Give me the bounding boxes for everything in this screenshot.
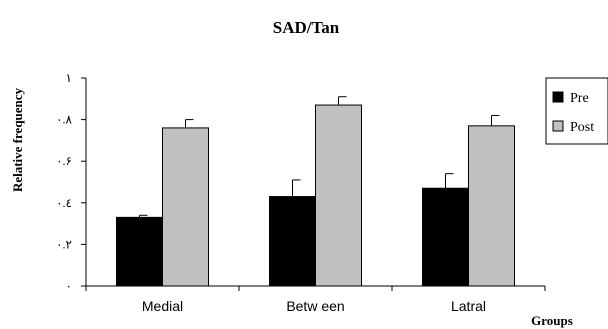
x-axis-label: Groups — [531, 313, 573, 328]
y-tick-label: ٠.٢ — [56, 237, 72, 251]
bar-pre — [269, 196, 316, 287]
y-tick-label: ٠ — [66, 279, 72, 293]
x-axis-categories: Medial Betw een Latral — [85, 286, 546, 314]
y-tick-label: ٠.٨ — [56, 113, 72, 127]
chart-title: SAD/Tan — [273, 18, 340, 37]
category-label: Medial — [142, 298, 183, 314]
error-bars — [139, 96, 500, 218]
bar-post — [162, 127, 209, 287]
category-label: Latral — [451, 298, 486, 314]
legend-label-post: Post — [570, 120, 594, 135]
y-axis-ticks: ٠ ٠.٢ ٠.٤ ٠.۶ ٠.٨ ١ — [56, 71, 86, 293]
legend-swatch-post — [552, 120, 564, 132]
bar-post — [315, 104, 362, 287]
bar-pre — [422, 187, 469, 287]
y-tick-label: ١ — [66, 71, 72, 85]
legend-swatch-pre — [552, 91, 564, 103]
legend-box — [545, 77, 608, 145]
bar-pre — [116, 216, 163, 287]
y-tick-label: ٠.۶ — [56, 154, 72, 168]
bar-post — [468, 125, 515, 287]
bars — [116, 104, 515, 287]
category-label: Betw een — [286, 298, 344, 314]
legend-label-pre: Pre — [570, 91, 589, 106]
y-tick-label: ٠.٤ — [56, 196, 72, 210]
legend: Pre Post — [545, 77, 608, 145]
y-axis-label: Relative frequency — [10, 87, 25, 192]
